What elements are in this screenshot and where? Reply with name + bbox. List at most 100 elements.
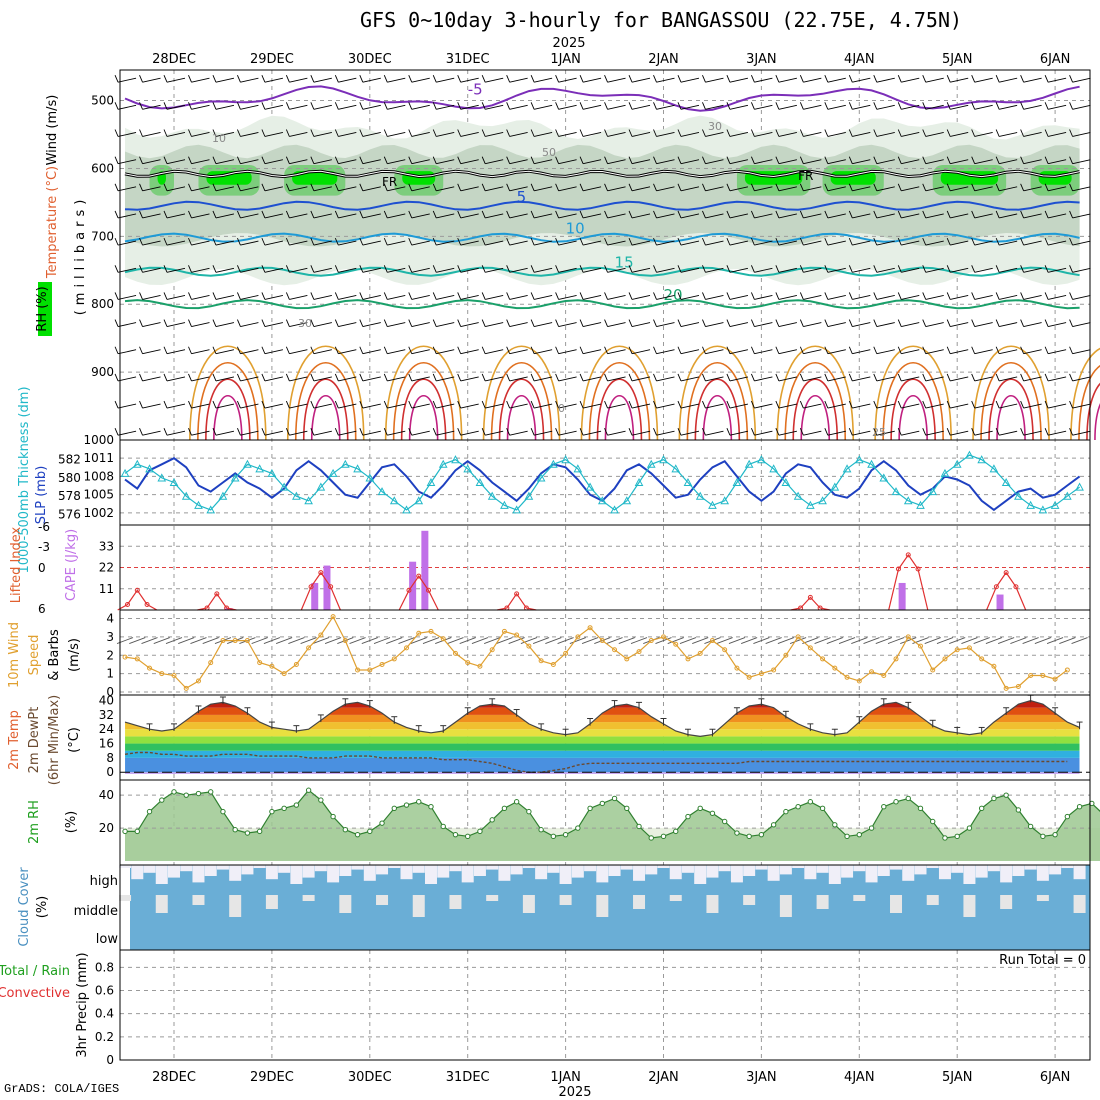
cloud-high-gap xyxy=(339,865,352,876)
wind-barb-flag xyxy=(579,373,584,382)
cloud-high-gap xyxy=(1012,865,1025,876)
wind-barb-shaft xyxy=(631,403,651,409)
wind-barb xyxy=(383,319,406,328)
wind-barb-flag xyxy=(799,428,804,436)
wind-barb xyxy=(799,237,822,246)
wind-barb xyxy=(628,156,651,165)
wind-barb xyxy=(995,373,1018,382)
wind-barb xyxy=(702,373,724,382)
wind-barb xyxy=(1069,75,1091,83)
rh-marker xyxy=(795,803,801,810)
bottom-date-label: 4JAN xyxy=(844,1070,875,1085)
wind-barb-shaft xyxy=(950,322,969,328)
wind-barb xyxy=(775,373,797,382)
wind-barb-shaft xyxy=(827,430,846,436)
wind-barb xyxy=(897,319,920,328)
thickness-marker xyxy=(230,473,240,482)
wind-barb-shaft xyxy=(827,349,846,355)
rh-marker xyxy=(1027,823,1034,830)
wind-barb-shaft xyxy=(215,240,235,246)
wind-barb-shaft xyxy=(558,322,577,328)
wind-barb-flag xyxy=(750,75,755,83)
lifted-index-marker xyxy=(807,594,813,600)
wind-barb xyxy=(946,373,969,382)
wind-barb-shaft xyxy=(754,132,773,137)
wind-barb-shaft xyxy=(460,213,479,219)
wind-barb xyxy=(457,75,479,83)
wind-barb-shaft xyxy=(680,403,700,409)
wind-barb-shaft xyxy=(729,159,749,165)
wind-barb-shaft xyxy=(166,294,186,300)
wind-barb xyxy=(383,156,406,165)
surface-wind-barb xyxy=(165,637,183,644)
wind-barb xyxy=(922,156,944,165)
wind-barb-flag xyxy=(432,183,437,191)
wind-barb-flag xyxy=(824,129,829,137)
rh-marker xyxy=(244,830,251,836)
surface-wind-barb xyxy=(1034,637,1052,644)
lifted-index-line xyxy=(496,592,537,611)
wind-speed-marker xyxy=(942,656,948,662)
wind-barb xyxy=(922,346,944,355)
wind-tick-label: 0 xyxy=(106,685,114,699)
wind-barb-shaft xyxy=(117,322,137,328)
wind-barb-shaft xyxy=(729,240,749,246)
wind-barb-shaft xyxy=(117,159,137,165)
wind-barb-shaft xyxy=(582,240,602,246)
wind-barb xyxy=(163,319,186,328)
wind-barb-shaft xyxy=(607,240,626,246)
wind-barb xyxy=(604,156,626,165)
wind-barb xyxy=(481,102,504,110)
wind-barb xyxy=(432,183,455,192)
wind-barb-shaft xyxy=(485,186,504,192)
wind-barb xyxy=(995,265,1018,273)
wind-speed-marker xyxy=(269,663,275,669)
wind-barb-shaft xyxy=(509,430,528,436)
wind-barb-shaft xyxy=(999,430,1018,436)
rh-marker xyxy=(122,828,128,835)
thickness-marker xyxy=(842,464,852,473)
wind-barb-shaft xyxy=(215,294,235,300)
wind-barb-flag xyxy=(824,400,829,409)
surface-temp-contour xyxy=(310,395,341,441)
temp-tick-label: 16 xyxy=(99,737,114,751)
wind-barb-shaft xyxy=(876,349,895,355)
wind-barb xyxy=(334,75,357,83)
wind-barb-flag xyxy=(359,319,364,327)
wind-barb xyxy=(653,292,675,300)
wind-barb-flag xyxy=(579,129,584,137)
cloud-high-gap xyxy=(1073,865,1086,880)
rh-marker xyxy=(256,828,263,835)
wind-barb-shaft xyxy=(729,376,749,382)
wind-barb-shaft xyxy=(142,267,161,273)
lifted-index-marker xyxy=(308,584,314,590)
wind-barb-flag xyxy=(261,400,266,409)
wind-barb-shaft xyxy=(999,213,1018,219)
rh-marker xyxy=(783,808,789,815)
wind-barb-flag xyxy=(702,265,706,273)
wind-barb xyxy=(873,346,895,355)
top-date-label: 3JAN xyxy=(746,52,777,67)
wind-barb-shaft xyxy=(460,159,479,165)
wind-barb-shaft xyxy=(411,213,430,219)
surface-temp-contour xyxy=(580,345,659,441)
wind-barb-flag xyxy=(432,373,437,382)
rh2m-unit-label: (%) xyxy=(64,811,79,834)
wind-barb-flag xyxy=(285,319,290,327)
wind-barb xyxy=(432,210,455,219)
wind-speed-marker xyxy=(147,665,153,671)
wind-speed-marker xyxy=(1052,676,1058,682)
wind-barb-flag xyxy=(383,210,388,219)
temp-band xyxy=(125,714,1080,723)
cloud-high-gap xyxy=(620,865,633,870)
wind-barb-shaft xyxy=(680,267,700,273)
wind-speed-marker xyxy=(563,650,569,656)
wind-barb-flag xyxy=(383,265,388,273)
wind-barb xyxy=(579,156,602,165)
wind-barb-flag xyxy=(653,292,657,300)
wind-barb xyxy=(702,292,724,300)
wind-barb-shaft xyxy=(705,186,724,192)
surface-wind-barb xyxy=(741,637,758,644)
wind-barb-shaft xyxy=(607,159,626,165)
wind-barb-shaft xyxy=(485,349,504,355)
